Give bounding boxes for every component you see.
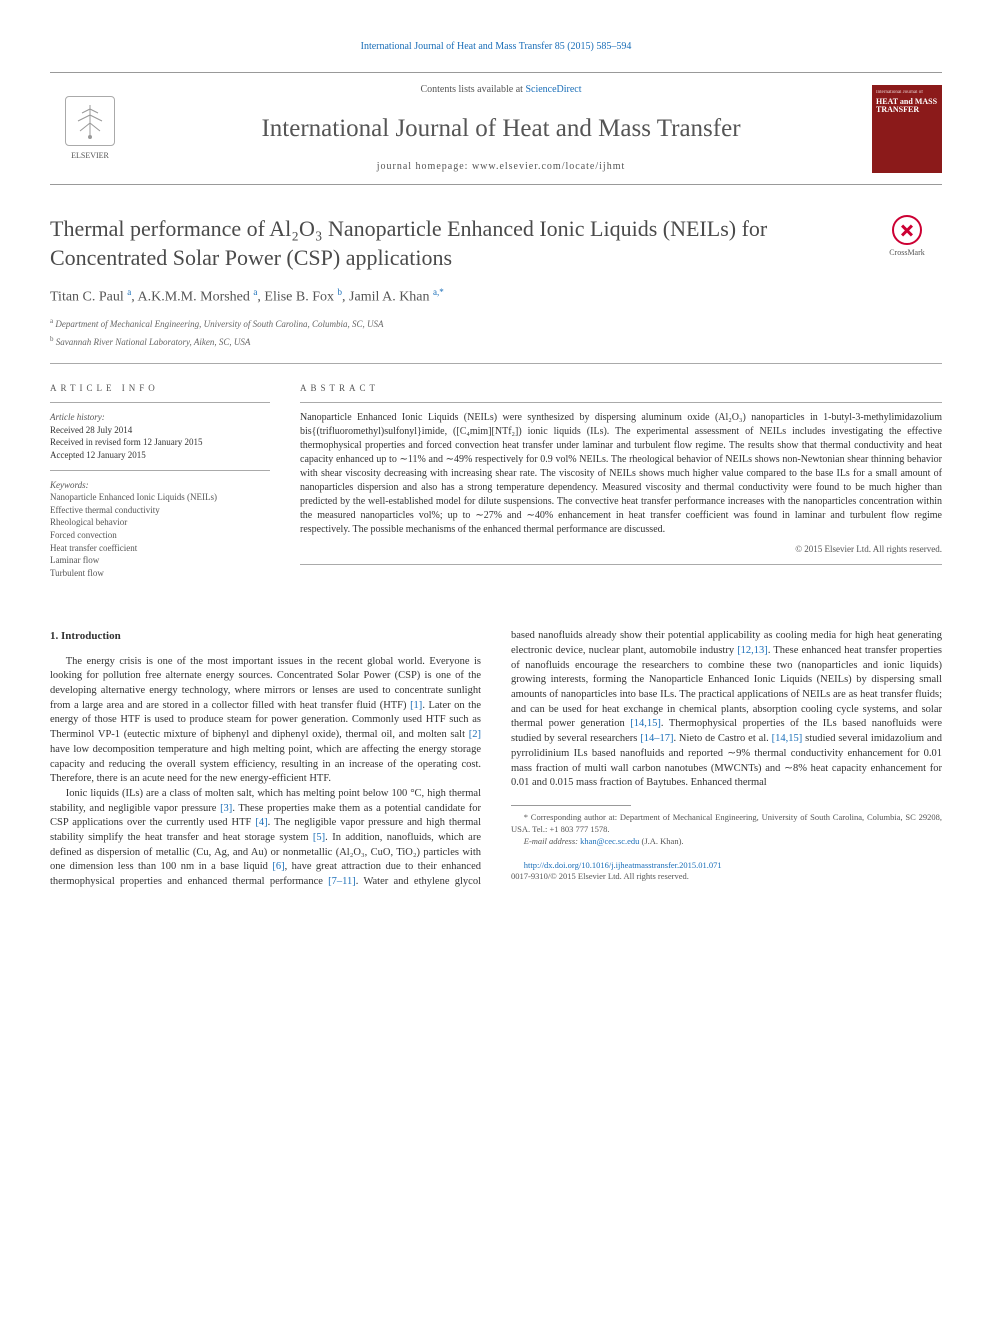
doi-copyright: 0017-9310/© 2015 Elsevier Ltd. All right… (511, 871, 689, 881)
history-item: Received 28 July 2014 (50, 424, 270, 437)
affil-sup: b (50, 335, 54, 343)
ref-link[interactable]: [1] (410, 700, 422, 711)
keyword: Rheological behavior (50, 516, 270, 529)
keyword: Forced convection (50, 529, 270, 542)
body-text: . Nieto de Castro et al. (673, 733, 771, 744)
email-suffix: (J.A. Khan). (642, 836, 684, 846)
footnote-rule (511, 805, 631, 806)
history-label: Article history: (50, 411, 270, 424)
affil-text: Savannah River National Laboratory, Aike… (56, 337, 251, 347)
affil-sup: a (50, 317, 53, 325)
body-text: . These enhanced heat transfer propertie… (511, 645, 942, 729)
meta-rule (50, 402, 270, 403)
keywords-label: Keywords: (50, 479, 270, 492)
footnote-block: * Corresponding author at: Department of… (511, 805, 942, 883)
abstract-copyright: © 2015 Elsevier Ltd. All rights reserved… (300, 543, 942, 556)
ref-link[interactable]: [12,13] (737, 645, 768, 656)
abstract-col: abstract Nanoparticle Enhanced Ionic Liq… (300, 382, 942, 580)
email-link[interactable]: khan@cec.sc.edu (580, 836, 639, 846)
homepage-url[interactable]: www.elsevier.com/locate/ijhmt (472, 161, 625, 172)
cover-small-text: International Journal of (876, 89, 938, 96)
sciencedirect-link[interactable]: ScienceDirect (525, 84, 581, 95)
body-columns: 1. Introduction The energy crisis is one… (50, 629, 942, 889)
meta-rule (50, 470, 270, 471)
email-line: E-mail address: khan@cec.sc.edu (J.A. Kh… (511, 836, 942, 848)
affiliation-a: a Department of Mechanical Engineering, … (50, 317, 942, 331)
paper-title: Thermal performance of Al₂O₃ Nanoparticl… (50, 215, 852, 272)
meta-abstract-row: article info Article history: Received 2… (50, 382, 942, 580)
email-label: E-mail address: (524, 836, 580, 846)
meta-rule (300, 402, 942, 403)
divider (50, 363, 942, 364)
journal-name: International Journal of Heat and Mass T… (140, 111, 862, 146)
corresponding-author: * Corresponding author at: Department of… (511, 812, 942, 836)
contents-line: Contents lists available at ScienceDirec… (140, 83, 862, 97)
article-info-col: article info Article history: Received 2… (50, 382, 270, 580)
ref-link[interactable]: [5] (313, 832, 325, 843)
history-item: Received in revised form 12 January 2015 (50, 436, 270, 449)
ref-link[interactable]: [14–17] (640, 733, 673, 744)
abstract-text: Nanoparticle Enhanced Ionic Liquids (NEI… (300, 411, 942, 537)
keyword: Effective thermal conductivity (50, 504, 270, 517)
crossmark-label: CrossMark (889, 247, 925, 258)
keyword: Laminar flow (50, 554, 270, 567)
ref-link[interactable]: [3] (220, 803, 232, 814)
body-text: . The negligible (268, 817, 341, 828)
elsevier-tree-icon (65, 96, 115, 146)
contents-prefix: Contents lists available at (420, 84, 525, 95)
elsevier-label: ELSEVIER (71, 150, 109, 161)
doi-link[interactable]: http://dx.doi.org/10.1016/j.ijheatmasstr… (524, 860, 722, 870)
authors-line: Titan C. Paul a, A.K.M.M. Morshed a, Eli… (50, 286, 942, 307)
crossmark-icon (892, 215, 922, 245)
ref-link[interactable]: [2] (469, 729, 481, 740)
ref-link[interactable]: [7–11] (328, 876, 356, 887)
keyword: Heat transfer coefficient (50, 542, 270, 555)
ref-link[interactable]: [14,15] (772, 733, 803, 744)
article-info-heading: article info (50, 382, 270, 395)
homepage-line: journal homepage: www.elsevier.com/locat… (140, 160, 862, 174)
history-item: Accepted 12 January 2015 (50, 449, 270, 462)
journal-cover-thumb: International Journal of HEAT and MASS T… (872, 85, 942, 173)
title-row: Thermal performance of Al₂O₃ Nanoparticl… (50, 215, 942, 272)
ref-link[interactable]: [14,15] (630, 718, 661, 729)
journal-header: ELSEVIER Contents lists available at Sci… (50, 72, 942, 185)
doi-block: http://dx.doi.org/10.1016/j.ijheatmasstr… (511, 860, 942, 884)
intro-paragraph: The energy crisis is one of the most imp… (50, 655, 481, 787)
homepage-prefix: journal homepage: (377, 161, 472, 172)
body-text: have low decomposition temperature and h… (50, 744, 481, 784)
affiliation-b: b Savannah River National Laboratory, Ai… (50, 335, 942, 349)
elsevier-logo: ELSEVIER (50, 84, 130, 174)
abstract-heading: abstract (300, 382, 942, 395)
meta-rule (300, 564, 942, 565)
keyword: Turbulent flow (50, 567, 270, 580)
header-center: Contents lists available at ScienceDirec… (130, 83, 872, 174)
cover-big-text: HEAT and MASS TRANSFER (876, 98, 938, 116)
crossmark-badge[interactable]: CrossMark (872, 215, 942, 258)
top-citation: International Journal of Heat and Mass T… (50, 40, 942, 54)
affil-text: Department of Mechanical Engineering, Un… (55, 319, 383, 329)
keyword: Nanoparticle Enhanced Ionic Liquids (NEI… (50, 491, 270, 504)
intro-heading: 1. Introduction (50, 629, 481, 644)
ref-link[interactable]: [4] (255, 817, 267, 828)
ref-link[interactable]: [6] (272, 861, 284, 872)
